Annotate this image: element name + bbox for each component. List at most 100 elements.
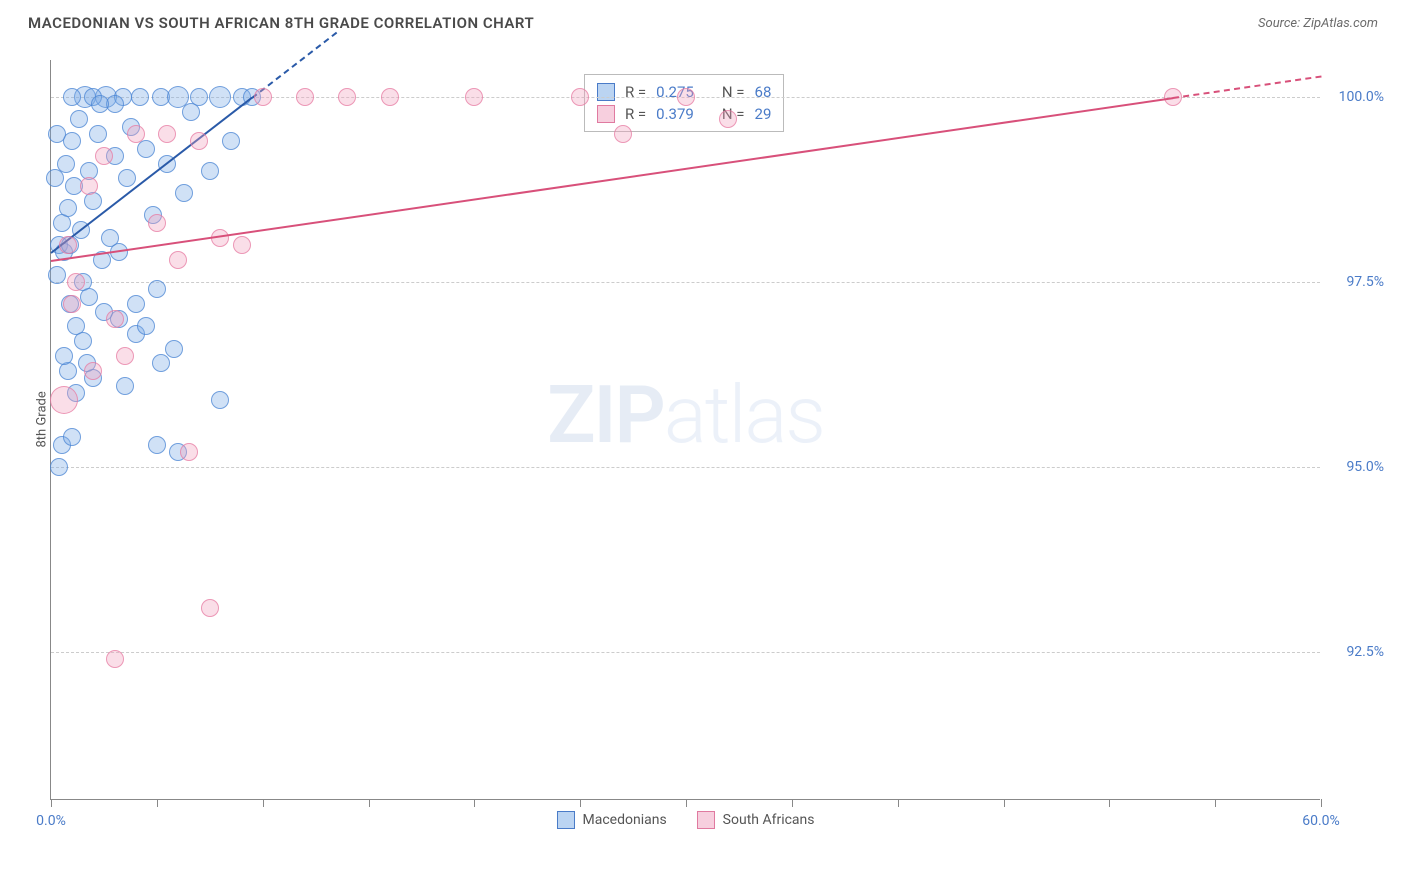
data-point [614,125,632,143]
data-point [190,88,208,106]
data-point [55,347,73,365]
data-point [59,236,77,254]
y-axis-label: 8th Grade [35,391,50,447]
gridline [51,467,1320,468]
data-point [116,377,134,395]
data-point [80,177,98,195]
x-tick-label: 0.0% [36,813,66,829]
data-point [190,132,208,150]
stat-r-label: R = [625,105,646,123]
data-point [209,86,231,108]
data-point [59,199,77,217]
data-point [50,386,78,414]
x-tick [1321,799,1322,807]
data-point [131,88,149,106]
data-point [152,354,170,372]
data-point [50,458,68,476]
data-point [70,110,88,128]
stat-n-value: 68 [755,83,772,101]
data-point [127,295,145,313]
x-tick [369,799,370,807]
data-point [254,88,272,106]
legend-item: South Africans [697,811,815,829]
y-tick-label: 92.5% [1346,644,1384,660]
data-point [46,169,64,187]
legend-label: South Africans [723,812,815,828]
legend-swatch [556,811,574,829]
data-point [116,347,134,365]
legend-swatch [697,811,715,829]
data-point [89,125,107,143]
trend-line-dash [1173,76,1321,99]
legend: Macedonians South Africans [556,811,814,829]
x-tick [580,799,581,807]
data-point [201,162,219,180]
data-point [95,147,113,165]
data-point [296,88,314,106]
data-point [233,236,251,254]
data-point [465,88,483,106]
source-attribution: Source: ZipAtlas.com [1258,16,1378,31]
stat-n-value: 29 [755,105,772,123]
data-point [127,125,145,143]
chart-title: MACEDONIAN VS SOUTH AFRICAN 8TH GRADE CO… [28,14,534,32]
x-tick [1215,799,1216,807]
data-point [571,88,589,106]
data-point [165,340,183,358]
x-tick [792,799,793,807]
y-tick-label: 100.0% [1339,89,1384,105]
data-point [80,288,98,306]
watermark-zip: ZIP [547,368,664,462]
y-tick-label: 97.5% [1346,274,1384,290]
data-point [137,317,155,335]
data-point [74,332,92,350]
x-tick [1109,799,1110,807]
gridline [51,282,1320,283]
data-point [677,88,695,106]
data-point [137,140,155,158]
data-point [175,184,193,202]
legend-item: Macedonians [556,811,666,829]
watermark-atlas: atlas [664,368,824,462]
data-point [169,251,187,269]
data-point [148,280,166,298]
data-point [148,214,166,232]
data-point [118,169,136,187]
chart-container: 8th Grade ZIPatlas R = 0.275N = 68R = 0.… [40,50,1380,830]
x-tick [1004,799,1005,807]
stat-r-label: R = [625,83,646,101]
data-point [48,266,66,284]
data-point [719,110,737,128]
legend-label: Macedonians [582,812,666,828]
x-tick [263,799,264,807]
data-point [67,273,85,291]
data-point [63,88,81,106]
data-point [180,443,198,461]
data-point [148,436,166,454]
x-tick [51,799,52,807]
y-tick-label: 95.0% [1346,459,1384,475]
data-point [106,310,124,328]
data-point [158,125,176,143]
data-point [63,428,81,446]
data-point [48,125,66,143]
stat-n-label: N = [722,83,745,101]
gridline [51,652,1320,653]
stats-swatch [597,105,615,123]
plot-area: ZIPatlas R = 0.275N = 68R = 0.379N = 29 … [50,60,1320,800]
data-point [84,362,102,380]
x-tick [157,799,158,807]
watermark: ZIPatlas [547,368,824,462]
data-point [63,295,81,313]
stats-swatch [597,83,615,101]
data-point [91,95,109,113]
x-tick-label: 60.0% [1302,813,1340,829]
data-point [338,88,356,106]
x-tick [686,799,687,807]
data-point [211,391,229,409]
data-point [222,132,240,150]
data-point [106,650,124,668]
data-point [201,599,219,617]
stats-row: R = 0.379N = 29 [597,103,771,125]
x-tick [474,799,475,807]
